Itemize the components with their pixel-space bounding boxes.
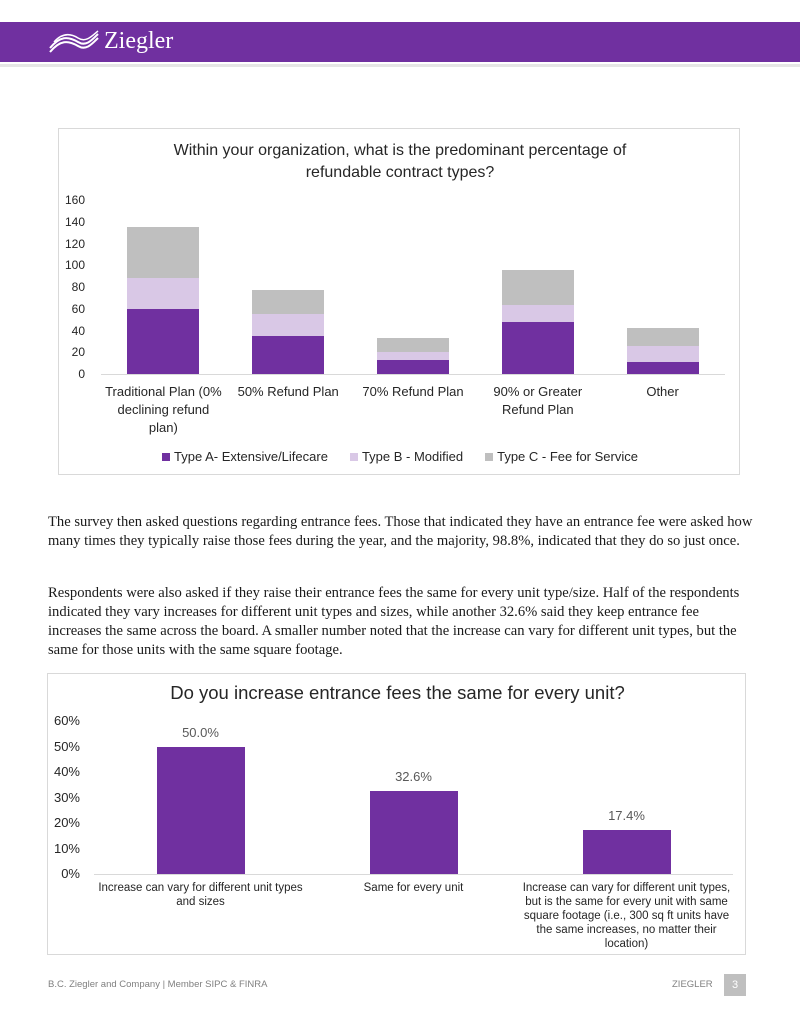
y-tick-label: 160 <box>64 193 85 207</box>
y-tick-label: 40 <box>71 323 85 338</box>
y-tick-label: 120 <box>64 236 85 251</box>
bar <box>252 314 325 336</box>
bar <box>156 746 245 874</box>
bar <box>127 227 200 279</box>
legend-item: Type B - Modified <box>349 449 464 464</box>
legend-swatch <box>485 452 494 461</box>
x-axis <box>101 374 725 375</box>
y-tick-label: 20% <box>53 815 80 830</box>
header-bar: Ziegler <box>0 22 800 62</box>
y-tick-label: 30% <box>53 789 80 805</box>
x-tick-label: Traditional Plan (0% declining refund pl… <box>105 384 222 435</box>
bar <box>501 305 574 322</box>
bar <box>626 362 699 374</box>
y-tick-label: 60% <box>53 713 80 728</box>
logo-icon <box>49 30 99 53</box>
legend-item: Type C - Fee for Service <box>485 449 638 464</box>
bar <box>377 338 449 353</box>
x-tick-label: Other <box>646 384 679 399</box>
logo-text: Ziegler <box>104 28 174 54</box>
footer-right: ZIEGLER <box>672 979 713 990</box>
bar <box>127 278 200 309</box>
x-tick-label: Increase can vary for different unit typ… <box>522 882 731 950</box>
value-label: 17.4% <box>608 807 645 823</box>
bar <box>501 269 574 306</box>
legend-label: Type C - Fee for Service <box>497 449 638 464</box>
y-tick-label: 40% <box>53 764 80 779</box>
paragraph: Respondents were also asked if they rais… <box>48 585 740 658</box>
chart: Do you increase entrance fees the same f… <box>47 673 746 955</box>
bar <box>127 308 200 374</box>
legend-label: Type A- Extensive/Lifecare <box>174 449 328 464</box>
footer-left: B.C. Ziegler and Company | Member SIPC &… <box>48 979 268 990</box>
bar <box>582 829 671 874</box>
legend-swatch <box>349 452 358 461</box>
y-tick-label: 140 <box>64 214 85 229</box>
y-tick-label: 10% <box>53 840 80 856</box>
legend-swatch <box>162 452 171 461</box>
bar <box>501 321 574 374</box>
y-tick-label: 80 <box>71 280 85 294</box>
bar <box>252 290 325 315</box>
bar <box>377 359 449 374</box>
y-tick-label: 50% <box>53 738 80 754</box>
x-tick-label: 90% or Greater Refund Plan <box>493 384 583 417</box>
legend-item: Type A- Extensive/Lifecare <box>162 449 328 464</box>
y-tick-label: 20 <box>71 345 85 360</box>
x-tick-label: Same for every unit <box>363 882 464 894</box>
bar <box>252 335 325 374</box>
x-tick-label: Increase can vary for different unit typ… <box>98 882 303 908</box>
y-tick-label: 0% <box>61 866 80 881</box>
bar <box>626 328 699 346</box>
bar <box>626 345 699 363</box>
y-tick-label: 0 <box>78 367 85 381</box>
value-label: 50.0% <box>182 724 219 740</box>
chart-title: Within your organization, what is the pr… <box>173 142 627 181</box>
chart: Within your organization, what is the pr… <box>58 128 740 475</box>
chart-title: Do you increase entrance fees the same f… <box>170 682 625 703</box>
y-tick-label: 100 <box>64 258 85 273</box>
x-axis <box>94 874 733 875</box>
page-number: 3 <box>724 974 746 996</box>
x-tick-label: 70% Refund Plan <box>362 384 464 399</box>
header-rule <box>0 64 800 67</box>
legend-label: Type B - Modified <box>361 449 464 464</box>
bar <box>377 352 449 360</box>
x-tick-label: 50% Refund Plan <box>237 384 339 399</box>
paragraph: The survey then asked questions regardin… <box>48 514 753 549</box>
y-tick-label: 60 <box>71 301 85 316</box>
bar <box>369 790 458 874</box>
legend: Type A- Extensive/Lifecare Type B - Modif… <box>59 449 741 464</box>
value-label: 32.6% <box>395 768 432 784</box>
